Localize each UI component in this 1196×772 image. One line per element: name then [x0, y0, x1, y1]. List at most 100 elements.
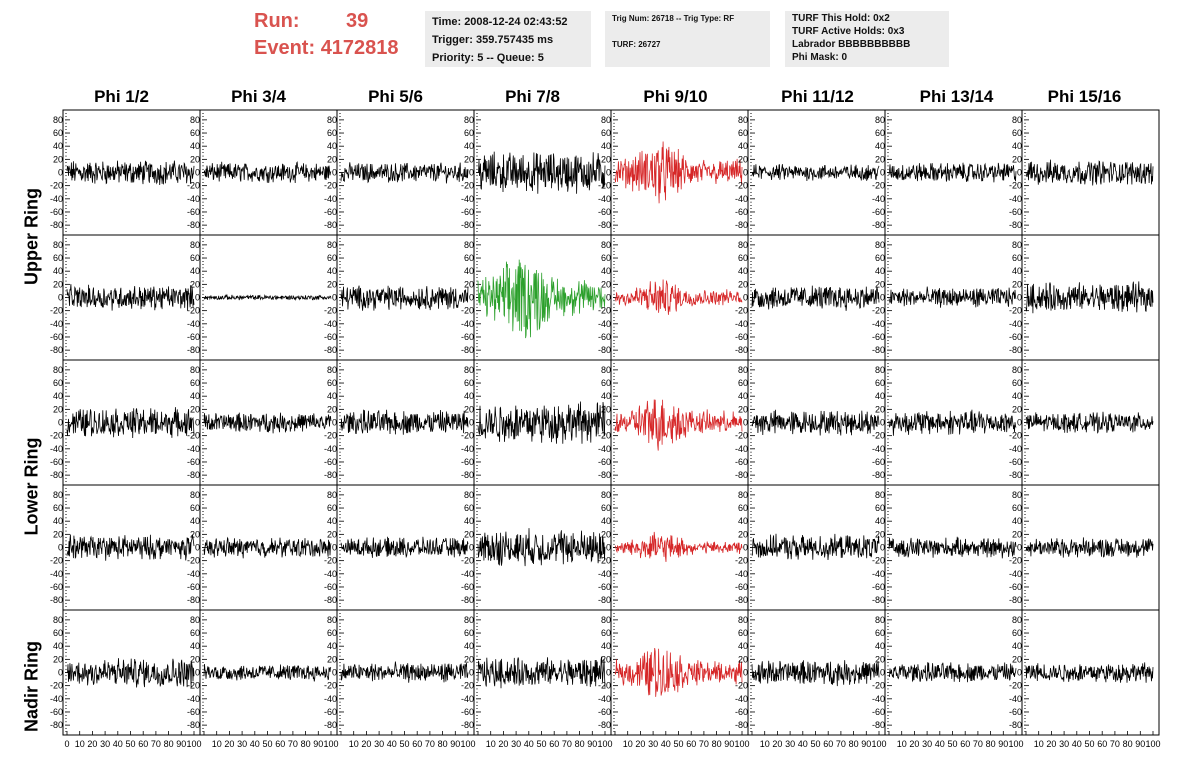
y-tick-label: 40: [601, 391, 611, 401]
y-tick-label: 40: [875, 641, 885, 651]
y-tick-label: 20: [53, 529, 63, 539]
y-tick-label: 0: [58, 293, 63, 303]
y-tick-label: 20: [53, 404, 63, 414]
y-tick-label: 0: [1017, 418, 1022, 428]
y-tick-label: -60: [187, 207, 200, 217]
y-tick-label: -40: [461, 194, 474, 204]
y-tick-label: -60: [872, 332, 885, 342]
y-tick-label: -40: [1009, 319, 1022, 329]
y-tick-label: -80: [324, 470, 337, 480]
waveform-trace: [477, 528, 606, 567]
y-tick-label: -80: [735, 470, 748, 480]
y-tick-label: 40: [327, 141, 337, 151]
waveform-trace: [614, 647, 743, 697]
x-tick-label: 90: [587, 739, 597, 749]
y-tick-label: 80: [464, 240, 474, 250]
y-tick-label: 0: [1017, 543, 1022, 553]
y-tick-label: 60: [738, 503, 748, 513]
x-tick-label: 30: [785, 739, 795, 749]
y-tick-label: -20: [461, 681, 474, 691]
y-tick-label: -80: [324, 595, 337, 605]
x-tick-label: 80: [712, 739, 722, 749]
waveform-trace: [340, 409, 469, 435]
y-tick-label: -80: [324, 220, 337, 230]
y-tick-label: 20: [464, 654, 474, 664]
x-tick-label: 100: [460, 739, 475, 749]
y-tick-label: -80: [735, 595, 748, 605]
y-tick-label: 80: [190, 115, 200, 125]
y-tick-label: 40: [464, 141, 474, 151]
y-tick-label: 20: [601, 279, 611, 289]
y-tick-label: 60: [601, 503, 611, 513]
y-tick-label: -80: [461, 345, 474, 355]
y-tick-label: 40: [53, 391, 63, 401]
waveform-trace: [751, 533, 880, 561]
y-tick-label: 0: [880, 293, 885, 303]
y-tick-label: 80: [738, 365, 748, 375]
x-tick-label: 60: [686, 739, 696, 749]
x-tick-label: 30: [374, 739, 384, 749]
y-tick-label: 60: [190, 503, 200, 513]
y-tick-label: 40: [1012, 516, 1022, 526]
y-tick-label: -80: [324, 345, 337, 355]
y-tick-label: -60: [598, 207, 611, 217]
turf-hold-line: TURF This Hold: 0x2: [792, 13, 890, 24]
y-tick-label: -40: [187, 194, 200, 204]
y-tick-label: 20: [464, 279, 474, 289]
y-tick-label: -60: [872, 582, 885, 592]
y-tick-label: -60: [324, 707, 337, 717]
y-tick-label: -20: [872, 681, 885, 691]
x-tick-label: 100: [1008, 739, 1023, 749]
x-tick-label: 100: [597, 739, 612, 749]
waveform-trace: [66, 160, 195, 186]
y-tick-label: -40: [50, 694, 63, 704]
y-tick-label: -60: [324, 457, 337, 467]
y-tick-label: -40: [1009, 694, 1022, 704]
labrador-line: Labrador BBBBBBBBBB: [792, 39, 911, 50]
y-tick-label: 80: [601, 615, 611, 625]
y-tick-label: 80: [53, 240, 63, 250]
y-tick-label: -40: [461, 444, 474, 454]
waveform-trace: [614, 279, 743, 315]
y-tick-label: -60: [1009, 582, 1022, 592]
waveform-trace: [477, 656, 606, 689]
y-tick-label: 20: [1012, 404, 1022, 414]
y-tick-label: 60: [738, 628, 748, 638]
y-tick-label: 40: [53, 141, 63, 151]
x-tick-label: 70: [973, 739, 983, 749]
y-tick-label: -60: [598, 332, 611, 342]
waveform-trace: [751, 285, 880, 311]
y-tick-label: -40: [598, 194, 611, 204]
waveform-trace: [751, 660, 880, 687]
y-tick-label: -20: [461, 306, 474, 316]
y-tick-label: 40: [327, 266, 337, 276]
trig-info-box: Trig Num: 26718 -- Trig Type: RF TURF: 2…: [605, 11, 770, 67]
y-tick-label: 80: [327, 115, 337, 125]
y-tick-label: -40: [187, 319, 200, 329]
turf-active-line: TURF Active Holds: 0x3: [792, 26, 905, 37]
x-tick-label: 50: [947, 739, 957, 749]
y-tick-label: 0: [195, 293, 200, 303]
y-tick-label: -20: [50, 681, 63, 691]
x-tick-label: 90: [1135, 739, 1145, 749]
y-tick-label: 40: [875, 516, 885, 526]
y-tick-label: -80: [1009, 345, 1022, 355]
y-tick-label: 40: [738, 141, 748, 151]
y-tick-label: -20: [735, 556, 748, 566]
y-tick-label: -40: [324, 444, 337, 454]
y-tick-label: 20: [327, 529, 337, 539]
y-tick-label: 0: [606, 168, 611, 178]
y-tick-label: -60: [1009, 207, 1022, 217]
y-tick-label: -20: [872, 556, 885, 566]
y-tick-label: 0: [743, 668, 748, 678]
y-tick-label: 20: [464, 404, 474, 414]
y-tick-label: 0: [58, 543, 63, 553]
y-tick-label: -80: [598, 345, 611, 355]
y-tick-label: -40: [50, 569, 63, 579]
y-tick-label: 20: [464, 529, 474, 539]
x-tick-label: 100: [1145, 739, 1160, 749]
col-header-phi-3-4: Phi 3/4: [231, 87, 286, 106]
x-tick-label: 20: [635, 739, 645, 749]
x-tick-label: 70: [1110, 739, 1120, 749]
y-tick-label: 20: [875, 404, 885, 414]
